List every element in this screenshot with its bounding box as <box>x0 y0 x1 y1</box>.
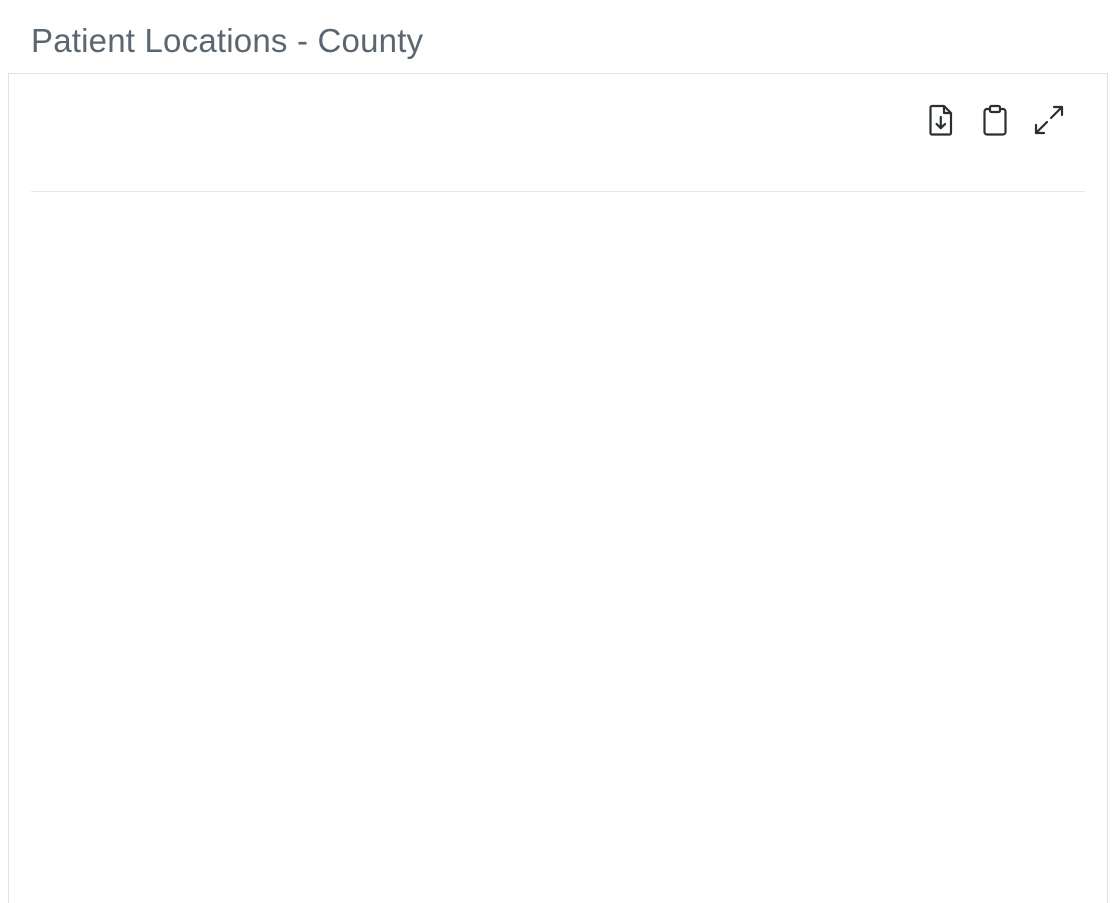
page-title: Patient Locations - County <box>31 22 424 59</box>
expand-icon <box>1034 105 1064 135</box>
file-download-icon <box>929 104 953 136</box>
download-button[interactable] <box>923 102 959 138</box>
copy-button[interactable] <box>977 102 1013 138</box>
fullscreen-button[interactable] <box>1031 102 1067 138</box>
clipboard-icon <box>983 104 1007 136</box>
toolbar-divider <box>31 191 1085 192</box>
chart-toolbar <box>923 102 1067 138</box>
chart-card <box>8 73 1108 903</box>
